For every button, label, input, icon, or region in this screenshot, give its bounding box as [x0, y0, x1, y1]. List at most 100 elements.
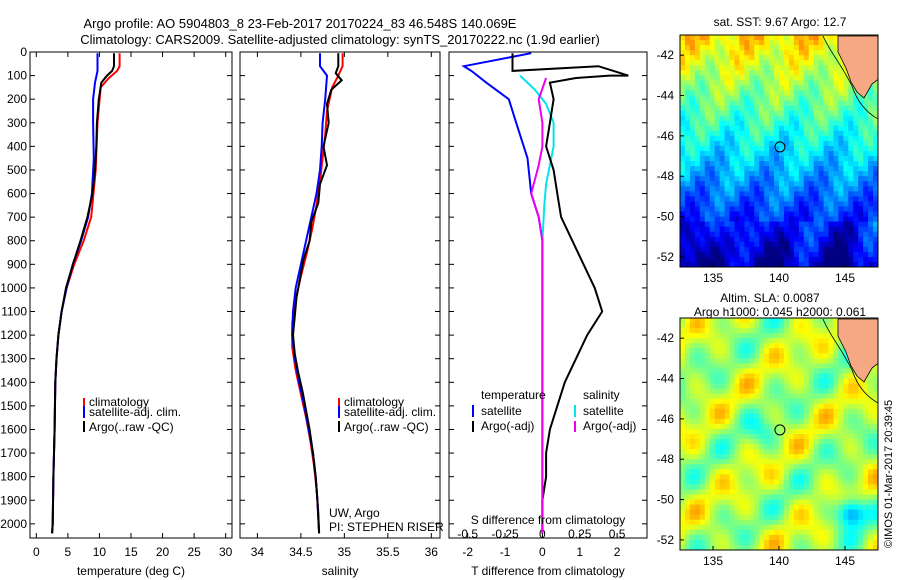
sla-cell — [833, 388, 839, 395]
sla-cell — [813, 544, 819, 550]
sst-cell — [764, 211, 770, 217]
sst-cell — [858, 261, 864, 267]
sst-cell — [793, 211, 800, 217]
sst-cell — [848, 115, 854, 122]
sla-cell — [818, 363, 824, 369]
sst-cell — [694, 105, 701, 112]
sst-cell — [739, 115, 745, 122]
sst-cell — [833, 60, 839, 66]
sla-cell — [793, 338, 800, 344]
sla-cell — [803, 338, 810, 344]
sla-cell — [843, 464, 849, 470]
sst-cell — [818, 105, 824, 112]
sla-cell — [774, 479, 780, 485]
y-tick-label: 1600 — [0, 422, 27, 436]
sst-cell — [873, 176, 878, 182]
sla-cell — [769, 504, 775, 511]
sla-cell — [873, 524, 878, 531]
sla-cell — [709, 539, 716, 546]
sst-cell — [828, 171, 834, 177]
sst-cell — [843, 75, 849, 81]
sla-cell — [724, 418, 730, 425]
sla-cell — [808, 469, 815, 475]
sst-cell — [724, 140, 730, 147]
sst-cell — [853, 241, 859, 248]
sla-cell — [709, 484, 716, 490]
sla-cell — [704, 439, 711, 445]
sla-cell — [788, 469, 795, 475]
sst-cell — [868, 211, 874, 217]
sst-cell — [684, 171, 691, 177]
sst-cell — [798, 231, 805, 238]
sst-cell — [680, 35, 686, 41]
sla-cell — [704, 474, 711, 480]
sst-cell — [769, 201, 775, 207]
sla-cell — [848, 479, 854, 485]
sla-cell — [793, 378, 800, 384]
sst-cell — [764, 236, 770, 243]
sst-cell — [863, 246, 869, 253]
sst-cell — [788, 40, 795, 46]
sst-cell — [744, 105, 750, 112]
sst-cell — [774, 110, 780, 117]
sla-cell — [724, 368, 730, 374]
sst-cell — [858, 156, 864, 162]
sst-cell — [858, 226, 864, 233]
sst-cell — [783, 236, 790, 243]
sla-cell — [863, 499, 869, 506]
sst-cell — [694, 246, 701, 253]
sla-cell — [684, 474, 691, 480]
sla-cell — [863, 464, 869, 470]
sst-cell — [853, 95, 859, 101]
sst-cell — [764, 100, 770, 107]
sla-cell — [838, 343, 844, 349]
sla-cell — [729, 474, 735, 480]
sla-cell — [823, 449, 829, 455]
y-tick-label: -46 — [657, 129, 675, 143]
sst-cell — [680, 201, 686, 207]
sst-cell — [709, 100, 716, 107]
sst-cell — [699, 181, 706, 187]
sst-cell — [803, 211, 810, 217]
sla-cell — [689, 449, 696, 455]
sst-cell — [793, 216, 800, 223]
sst-cell — [759, 135, 765, 142]
sla-cell — [684, 383, 691, 390]
sst-cell — [788, 95, 795, 101]
series-line — [291, 53, 344, 534]
sla-cell — [694, 489, 701, 495]
sla-cell — [734, 418, 740, 425]
sst-cell — [788, 60, 795, 66]
sst-cell — [848, 226, 854, 233]
sla-cell — [689, 494, 696, 500]
sla-cell — [793, 393, 800, 400]
sla-cell — [798, 393, 805, 400]
sla-cell — [779, 393, 785, 400]
sla-cell — [793, 484, 800, 490]
sst-cell — [843, 211, 849, 217]
sst-cell — [793, 261, 800, 267]
sst-cell — [813, 90, 819, 96]
sst-cell — [868, 261, 874, 267]
sla-cell — [704, 434, 711, 440]
sst-cell — [828, 115, 834, 122]
sst-cell — [823, 75, 829, 81]
sst-cell — [694, 110, 701, 117]
sla-cell — [848, 434, 854, 440]
sst-cell — [813, 161, 819, 167]
sla-cell — [734, 328, 740, 334]
sst-cell — [853, 125, 859, 132]
sst-cell — [779, 80, 785, 86]
sst-cell — [769, 90, 775, 96]
sst-cell — [788, 110, 795, 117]
sla-cell — [813, 403, 819, 410]
sla-cell — [704, 393, 711, 400]
sla-cell — [764, 383, 770, 390]
sst-cell — [734, 231, 740, 238]
sst-cell — [719, 231, 725, 238]
sst-cell — [853, 140, 859, 147]
sla-cell — [684, 353, 691, 359]
sla-cell — [779, 358, 785, 364]
sst-cell — [754, 115, 760, 122]
sst-cell — [828, 231, 834, 238]
